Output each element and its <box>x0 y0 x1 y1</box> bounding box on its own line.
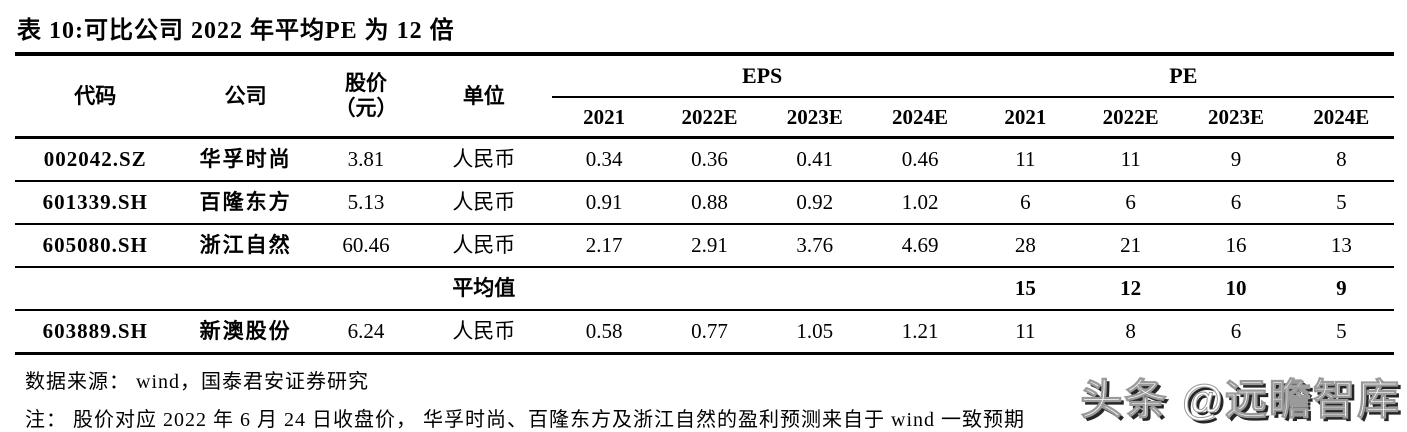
cell-pe-2024e: 5 <box>1288 310 1394 355</box>
cell-pe-2022e: 6 <box>1078 181 1184 225</box>
comparable-companies-table: 代码 公司 股价 （元） 单位 EPS PE 2021 2022E 2023E … <box>15 56 1394 355</box>
table-row-huafu: 002042.SZ 华孚时尚 3.81 人民币 0.34 0.36 0.41 0… <box>15 137 1394 182</box>
cell-unit: 人民币 <box>416 181 552 225</box>
cell-code: 605080.SH <box>15 224 176 268</box>
header-year-pe-2021: 2021 <box>972 97 1079 139</box>
cell-pe-2024e: 5 <box>1288 181 1394 225</box>
cell-eps-2023e: 0.92 <box>762 181 868 225</box>
cell-pe-2022e: 11 <box>1078 137 1184 182</box>
cell-avg-pe-2023e: 10 <box>1183 267 1289 311</box>
cell-company: 百隆东方 <box>175 181 316 225</box>
header-year-pe-2023e: 2023E <box>1183 97 1289 139</box>
header-year-eps-2022e: 2022E <box>656 97 763 139</box>
cell-pe-2022e: 8 <box>1078 310 1184 355</box>
table-row-average: 平均值 15 12 10 9 <box>15 267 1394 311</box>
cell-eps-2023e: 0.41 <box>762 137 868 182</box>
cell-eps-2023e: 1.05 <box>762 310 868 355</box>
header-company: 公司 <box>175 56 316 139</box>
header-price-line1: 股价 <box>344 70 387 95</box>
cell-pe-2023e: 16 <box>1183 224 1289 268</box>
cell-eps-2021: 0.91 <box>551 181 657 225</box>
cell-pe-2023e: 9 <box>1183 137 1289 182</box>
cell-eps-2023e: 3.76 <box>762 224 868 268</box>
cell-eps-2021: 0.34 <box>551 137 657 182</box>
cell-pe-2024e: 13 <box>1288 224 1394 268</box>
header-year-pe-2022e: 2022E <box>1078 97 1184 139</box>
footnote-text: 注： 股价对应 2022 年 6 月 24 日收盘价， 华孚时尚、百隆东方及浙江… <box>25 409 1025 431</box>
table-title: 表 10:可比公司 2022 年平均PE 为 12 倍 <box>15 6 1394 56</box>
cell-eps-2022e: 2.91 <box>656 224 763 268</box>
cell-unit: 人民币 <box>416 310 552 355</box>
cell-eps-2022e: 0.77 <box>656 310 763 355</box>
data-source-text: 数据来源： wind，国泰君安证券研究 <box>25 371 369 393</box>
cell-average-label: 平均值 <box>416 267 552 311</box>
report-table-block: 表 10:可比公司 2022 年平均PE 为 12 倍 代码 公司 股价 （元）… <box>15 6 1394 432</box>
cell-eps-2022e: 0.36 <box>656 137 763 182</box>
header-price: 股价 （元） <box>315 56 417 139</box>
table-row-zhejiang: 605080.SH 浙江自然 60.46 人民币 2.17 2.91 3.76 … <box>15 224 1394 268</box>
watermark-text: 头条 @远瞻智库 <box>1080 376 1401 424</box>
header-year-eps-2021: 2021 <box>551 97 657 139</box>
cell-pe-2023e: 6 <box>1183 310 1289 355</box>
cell-eps-2024e: 1.02 <box>867 181 973 225</box>
cell-eps-2024e: 1.21 <box>867 310 973 355</box>
cell-price: 5.13 <box>315 181 417 225</box>
cell-price: 60.46 <box>315 224 417 268</box>
header-price-line2: （元） <box>334 96 398 120</box>
header-year-eps-2023e: 2023E <box>762 97 868 139</box>
cell-code: 603889.SH <box>15 310 176 355</box>
cell-price: 6.24 <box>315 310 417 355</box>
cell-pe-2021: 6 <box>972 181 1079 225</box>
header-year-eps-2024e: 2024E <box>867 97 973 139</box>
cell-code: 601339.SH <box>15 181 176 225</box>
cell-eps-2024e: 4.69 <box>867 224 973 268</box>
header-eps-group: EPS <box>551 56 973 98</box>
header-group-row: 代码 公司 股价 （元） 单位 EPS PE <box>15 56 1394 139</box>
cell-empty <box>656 267 763 311</box>
cell-avg-pe-2022e: 12 <box>1078 267 1184 311</box>
cell-code: 002042.SZ <box>15 137 176 182</box>
cell-empty <box>315 267 417 311</box>
cell-price: 3.81 <box>315 137 417 182</box>
table-row-xinao: 603889.SH 新澳股份 6.24 人民币 0.58 0.77 1.05 1… <box>15 310 1394 355</box>
cell-pe-2022e: 21 <box>1078 224 1184 268</box>
cell-pe-2021: 11 <box>972 137 1079 182</box>
cell-pe-2023e: 6 <box>1183 181 1289 225</box>
cell-unit: 人民币 <box>416 137 552 182</box>
cell-unit: 人民币 <box>416 224 552 268</box>
cell-empty <box>15 267 176 311</box>
header-year-row: 2021 2022E 2023E 2024E 2021 2022E 2023E … <box>15 97 1394 139</box>
cell-company: 华孚时尚 <box>175 137 316 182</box>
header-year-pe-2024e: 2024E <box>1288 97 1394 139</box>
cell-empty <box>762 267 868 311</box>
cell-company: 新澳股份 <box>175 310 316 355</box>
table-row-bailong: 601339.SH 百隆东方 5.13 人民币 0.91 0.88 0.92 1… <box>15 181 1394 225</box>
cell-eps-2021: 0.58 <box>551 310 657 355</box>
cell-company: 浙江自然 <box>175 224 316 268</box>
cell-eps-2024e: 0.46 <box>867 137 973 182</box>
cell-empty <box>551 267 657 311</box>
cell-avg-pe-2024e: 9 <box>1288 267 1394 311</box>
cell-eps-2022e: 0.88 <box>656 181 763 225</box>
cell-avg-pe-2021: 15 <box>972 267 1079 311</box>
cell-pe-2024e: 8 <box>1288 137 1394 182</box>
cell-pe-2021: 11 <box>972 310 1079 355</box>
header-unit: 单位 <box>416 56 552 139</box>
cell-pe-2021: 28 <box>972 224 1079 268</box>
cell-empty <box>867 267 973 311</box>
cell-eps-2021: 2.17 <box>551 224 657 268</box>
cell-empty <box>175 267 316 311</box>
header-pe-group: PE <box>972 56 1394 98</box>
header-code: 代码 <box>15 56 176 139</box>
